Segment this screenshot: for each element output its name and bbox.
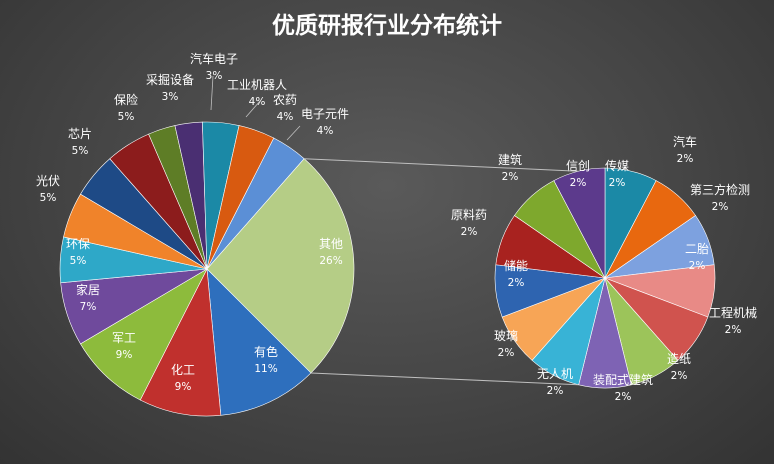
secondary-label-8: 玻璃 2% bbox=[494, 329, 518, 359]
secondary-label-9: 储能 2% bbox=[504, 258, 528, 289]
main-label-14: 农药 4% bbox=[273, 93, 297, 123]
main-pie bbox=[59, 121, 355, 417]
main-label-10: 保险 5% bbox=[114, 92, 138, 123]
secondary-label-11: 建筑 2% bbox=[498, 152, 522, 183]
secondary-label-3: 二胎 2% bbox=[685, 242, 709, 272]
secondary-label-12: 信创 2% bbox=[566, 159, 590, 189]
leader-line-3 bbox=[286, 125, 301, 141]
secondary-label-2: 第三方检测 2% bbox=[690, 182, 750, 213]
main-label-1: 电子元件 4% bbox=[301, 107, 349, 137]
secondary-pie bbox=[494, 167, 716, 389]
main-label-6: 家居 7% bbox=[76, 282, 100, 313]
main-label-8: 光伏 5% bbox=[36, 174, 60, 204]
main-slice-3 bbox=[206, 268, 312, 416]
main-label-11: 采掘设备 3% bbox=[146, 72, 194, 103]
main-label-5: 军工 9% bbox=[112, 331, 136, 361]
connector-line-bottom bbox=[310, 372, 579, 386]
secondary-label-5: 造纸 2% bbox=[667, 352, 691, 382]
secondary-label-6: 装配式建筑 2% bbox=[593, 372, 653, 403]
main-slice-14 bbox=[206, 125, 275, 270]
main-label-3: 有色 11% bbox=[254, 345, 278, 375]
leader-line-1 bbox=[210, 75, 214, 111]
secondary-slice-13 bbox=[553, 167, 606, 279]
chart-title: 优质研报行业分布统计 bbox=[272, 13, 502, 39]
secondary-label-10: 原料药 2% bbox=[451, 208, 487, 238]
main-label-2: 其他 26% bbox=[319, 237, 343, 267]
main-label-9: 芯片 5% bbox=[68, 127, 92, 157]
main-label-4: 化工 9% bbox=[171, 363, 195, 393]
main-label-13: 工业机器人 4% bbox=[227, 78, 287, 108]
main-slice-2 bbox=[206, 158, 355, 374]
secondary-label-13: 传媒 2% bbox=[605, 158, 629, 189]
main-slice-4 bbox=[139, 267, 222, 417]
secondary-label-1: 汽车 2% bbox=[673, 134, 697, 165]
main-slice-5 bbox=[80, 268, 208, 401]
secondary-label-7: 无人机 2% bbox=[537, 367, 573, 397]
main-label-12: 汽车电子 3% bbox=[190, 51, 238, 82]
connector-line-top bbox=[304, 158, 579, 172]
leader-line-2 bbox=[245, 100, 261, 118]
main-label-7: 环保 5% bbox=[66, 237, 90, 267]
secondary-label-4: 工程机械 2% bbox=[709, 305, 757, 336]
